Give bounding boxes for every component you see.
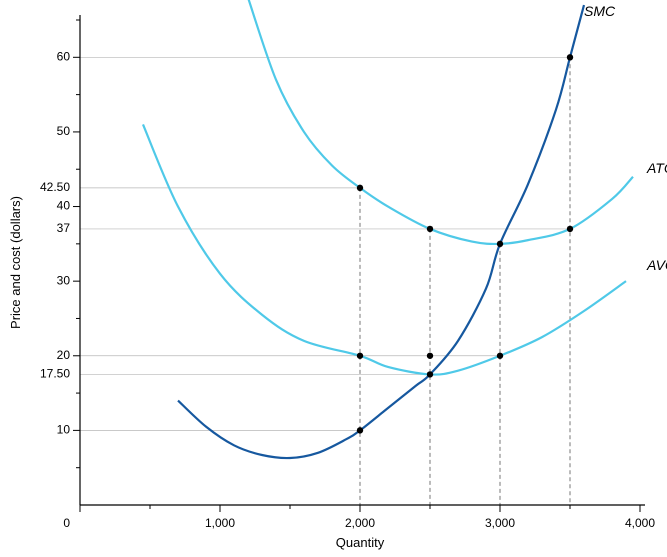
x-tick-label: 2,000 [345,516,375,530]
data-point [427,226,433,232]
smc-label: SMC [584,3,616,19]
data-point [567,226,573,232]
y-tick-label: 30 [57,273,71,287]
y-tick-label: 60 [57,49,71,63]
y-tick-label: 17.50 [40,367,70,381]
x-axis-title: Quantity [336,535,385,550]
y-tick-label: 10 [57,423,71,437]
data-point [567,54,573,60]
data-point [497,241,503,247]
x-tick-label: 4,000 [625,516,655,530]
data-point [357,427,363,433]
data-point [497,353,503,359]
origin-label: 0 [63,516,70,530]
atc-label: ATC [646,160,667,176]
y-tick-label: 40 [57,199,71,213]
data-point [357,353,363,359]
y-tick-label: 42.50 [40,180,70,194]
data-point [427,371,433,377]
x-tick-label: 1,000 [205,516,235,530]
data-point [427,353,433,359]
y-tick-label: 37 [57,221,71,235]
y-tick-label: 20 [57,348,71,362]
data-point [357,185,363,191]
avc-label: AVC [646,257,667,273]
y-tick-label: 50 [57,124,71,138]
plot-bg [0,0,667,557]
x-tick-label: 3,000 [485,516,515,530]
cost-curves-chart: AVC ATC SMC 1,000 2,000 3,000 4,000 10 20 30 40 50 6… [0,0,667,557]
y-axis-title: Price and cost (dollars) [8,196,23,329]
